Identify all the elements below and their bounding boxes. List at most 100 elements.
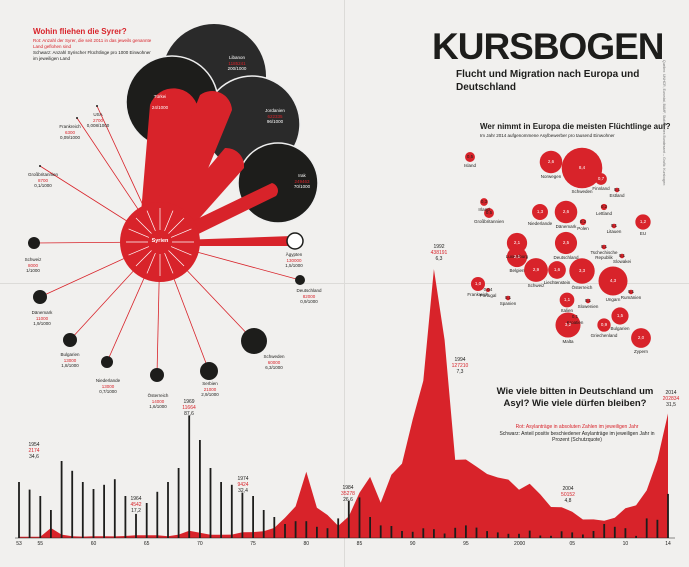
country-label-libanon: Libanon 1185241 200/1000 (227, 55, 247, 71)
country-label-tuerkei: Türkei 1805255 24/1000 (151, 94, 169, 110)
eu-value: 2,6 (562, 209, 570, 214)
schutzquote-bars (18, 415, 669, 538)
eu-bubble (506, 232, 528, 254)
eu-value: 0,5 (466, 154, 474, 159)
hub-arrow (128, 228, 150, 238)
asyl-annotation-1992: 1992 438191 6,3 (430, 244, 448, 262)
schutzquote-bar (379, 525, 382, 538)
schutzquote-bar (28, 489, 31, 538)
eu-country-name: Zypern (633, 348, 648, 354)
syria-hub-label: Syrien (151, 238, 169, 244)
eu-country-name: Deutschland (553, 255, 579, 261)
schutzquote-bar (92, 489, 95, 538)
asyl-annotation-1964: 1964 4542 17,2 (130, 496, 142, 514)
schutzquote-bar (645, 518, 648, 538)
poster-title: KURSBOGEN (432, 26, 665, 67)
schutzquote-bar (294, 521, 297, 538)
schutzquote-bar (624, 528, 627, 538)
schutzquote-bar (443, 533, 446, 538)
eu-country-name: Liechtenstein (543, 279, 571, 285)
schutzquote-bar (220, 482, 222, 538)
schutzquote-bar (230, 484, 233, 538)
eu-country-name: Bulgarien (610, 325, 630, 331)
eu-value: 0,1 (610, 223, 618, 228)
eu-country-name: Griechenland (590, 332, 618, 338)
country-label-serbien: Serbien 21000 2,9/1000 (201, 381, 219, 397)
eu-value: 0,1 (584, 298, 592, 303)
bubble-oesterreich (150, 368, 164, 382)
x-tick-label: 10 (622, 541, 629, 547)
credit-text: Quellen: UNHCR, Eurostat, BAMF, Statisti… (662, 60, 666, 186)
eu-bubble (635, 214, 651, 230)
country-label-grossbritannien: Großbritannien 8700 0,1/1000 (27, 172, 58, 188)
x-tick-label: 65 (143, 541, 150, 547)
eu-bubble (506, 246, 528, 268)
schutzquote-bar (528, 530, 531, 538)
eu-value: 1,5 (616, 313, 624, 318)
eu-value: 2,0 (637, 335, 645, 340)
asyl-annotation-1969: 1969 11664 87,6 (182, 399, 196, 417)
schutzquote-bar (496, 532, 499, 538)
schutzquote-bar (369, 517, 371, 538)
hub-arrow (164, 252, 174, 274)
eu-value: 8,4 (578, 165, 586, 170)
country-label-aegypten: Ägypten 130000 1,5/1000 (285, 252, 303, 268)
schutzquote-bar (571, 532, 574, 538)
eu-value: 0,7 (597, 176, 605, 181)
schutzquote-bar (209, 468, 212, 538)
eu-country-name: Großbritannien (473, 218, 504, 224)
hub-arrow (135, 250, 152, 267)
aegypten-petal (180, 236, 292, 246)
eu-country-name: Ungarn (605, 296, 621, 302)
eu-bubble (505, 295, 511, 301)
eu-bubble (532, 204, 548, 220)
eu-country-name: Spanien (499, 301, 517, 307)
country-label-schweden: Schweden 60000 6,3/1000 (263, 354, 285, 370)
eu-country-name: Italien (560, 308, 573, 314)
schutzquote-bar (475, 527, 478, 538)
eu-bubble (561, 147, 603, 189)
asyl-annotation-2004: 2004 50152 4,8 (561, 486, 575, 504)
x-tick-label: 14 (665, 541, 671, 547)
bubble-bulgarien (63, 333, 77, 347)
schutzquote-bar (358, 497, 361, 538)
hub-arrow (146, 252, 156, 274)
x-tick-label: 70 (197, 541, 203, 547)
eu-value: 0,9 (600, 322, 608, 327)
eu-country-name: Slowakei (612, 259, 631, 265)
asyl-annotation-1984: 1984 35278 26,6 (341, 485, 355, 503)
fold-line-horizontal (0, 283, 689, 284)
bubble-serbien (200, 362, 218, 380)
schutzquote-bar (486, 531, 488, 538)
hub-arrow (170, 246, 192, 256)
hub-arrow (146, 210, 156, 232)
schutzquote-bar (177, 468, 180, 538)
syria-legend-red: Rot: Anzahl der Syrer, die seit 2011 in … (33, 38, 152, 49)
schutzquote-bar (667, 493, 669, 538)
asyl-legend: Rot: Asylanträge in absoluten Zahlen im … (497, 424, 657, 444)
libanon-petal (150, 90, 232, 233)
asyl-annotation-1954: 1954 2174 34,6 (28, 442, 40, 460)
eu-bubble (601, 244, 607, 250)
eu-bubble (471, 277, 485, 291)
eu-bubble (614, 187, 620, 193)
eu-value: 1,6 (553, 267, 561, 272)
eu-value: 2,9 (532, 267, 540, 272)
asyl-annotation-1974: 1974 9424 32,4 (237, 476, 249, 494)
syria-legend-black: Schwarz: Anzahl Syrischer Flüchtlinge pr… (33, 50, 151, 61)
eu-country-name: Finnland (592, 185, 610, 191)
eu-bubble (539, 150, 563, 174)
hub-arrow (170, 228, 192, 238)
bubble-schweden (241, 328, 267, 354)
schutzquote-bar (241, 492, 244, 538)
eu-country-name: Luxemburg (505, 254, 529, 260)
x-tick-label: 90 (409, 541, 416, 547)
eu-country-name: Malta (562, 338, 574, 344)
eu-value: 3,3 (578, 268, 586, 273)
europe-question: Wer nimmt in Europa die meisten Flüchtli… (480, 122, 671, 131)
schutzquote-bar (592, 531, 595, 538)
x-tick-label: 75 (250, 541, 256, 547)
schutzquote-bar (156, 491, 159, 538)
eu-country-name: Rumänien (620, 295, 642, 301)
